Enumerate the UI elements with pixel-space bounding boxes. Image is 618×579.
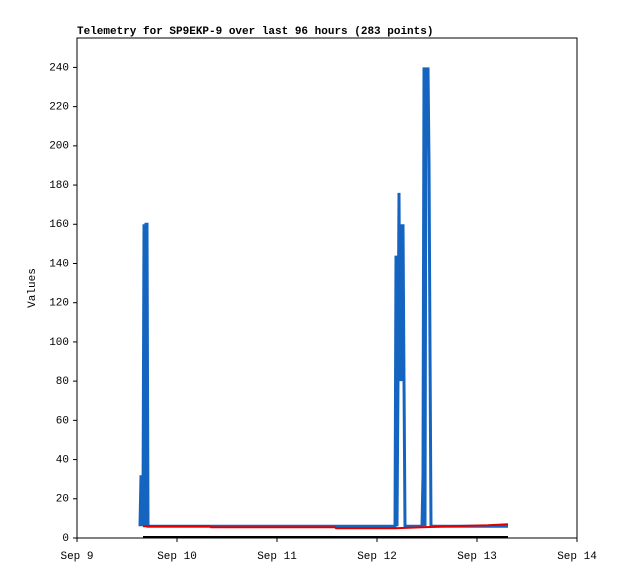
y-tick-label: 0 — [62, 533, 69, 545]
y-tick-label: 60 — [56, 415, 69, 427]
y-tick-label: 140 — [49, 258, 69, 270]
series-line — [138, 67, 508, 528]
x-tick-label: Sep 14 — [557, 551, 597, 563]
y-tick-label: 200 — [49, 141, 69, 153]
x-tick-label: Sep 13 — [457, 551, 497, 563]
y-tick-label: 160 — [49, 219, 69, 231]
x-tick-label: Sep 10 — [157, 551, 197, 563]
x-tick-label: Sep 9 — [60, 551, 93, 563]
y-tick-label: 20 — [56, 494, 69, 506]
y-tick-label: 240 — [49, 62, 69, 74]
y-tick-label: 180 — [49, 180, 69, 192]
y-tick-label: 80 — [56, 376, 69, 388]
y-tick-label: 220 — [49, 102, 69, 114]
plot-frame — [76, 37, 578, 539]
y-axis-label: Values — [27, 268, 39, 308]
series-line — [143, 523, 509, 530]
y-tick-label: 100 — [49, 337, 69, 349]
chart-title: Telemetry for SP9EKP-9 over last 96 hour… — [77, 26, 433, 38]
x-tick-label: Sep 11 — [257, 551, 297, 563]
x-tick-label: Sep 12 — [357, 551, 397, 563]
y-tick-label: 120 — [49, 298, 69, 310]
y-tick-label: 40 — [56, 454, 69, 466]
